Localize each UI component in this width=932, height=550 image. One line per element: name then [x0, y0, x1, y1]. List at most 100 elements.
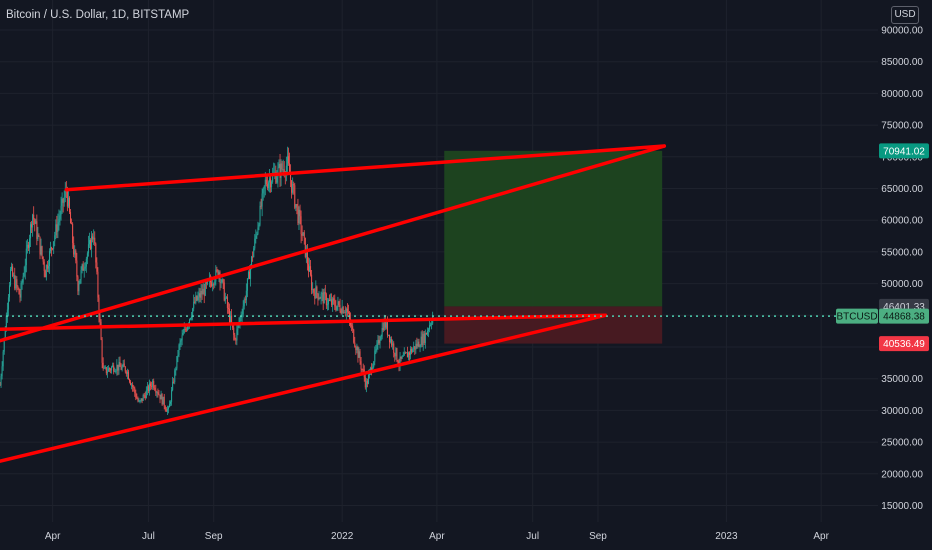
candle-body	[236, 329, 238, 341]
candle-body	[26, 244, 28, 249]
candle-body	[182, 333, 184, 336]
candle-body	[301, 234, 303, 236]
candle-body	[120, 366, 122, 370]
candle-body	[54, 235, 56, 242]
last-price-label-bg	[879, 308, 929, 324]
candle-body	[362, 369, 364, 371]
price-tick-label: 85000.00	[881, 57, 923, 68]
candle-body	[87, 244, 89, 254]
candle-body	[383, 319, 385, 330]
candle-body	[165, 409, 167, 412]
candle-body	[360, 361, 362, 370]
candle-body	[64, 190, 66, 198]
candle-body	[392, 343, 394, 346]
target-zone[interactable]	[444, 150, 663, 307]
candle-body	[385, 322, 387, 328]
candle-body	[334, 300, 336, 307]
candle-body	[260, 205, 262, 207]
candle-body	[72, 223, 74, 244]
candle-body	[285, 165, 287, 176]
candle-body	[92, 236, 94, 240]
candle-body	[4, 330, 6, 338]
candle-body	[125, 371, 127, 374]
candle-body	[8, 285, 10, 298]
candle-body	[95, 243, 97, 263]
candle-body	[262, 188, 264, 194]
candle-body	[180, 340, 182, 342]
time-axis[interactable]: Apr Jul Sep 2022 Apr Jul Sep 2023 Apr	[45, 531, 830, 542]
candle-body	[231, 315, 233, 325]
candle-body	[269, 178, 271, 183]
candle-body	[21, 282, 23, 284]
candle-body	[217, 270, 219, 278]
candle-body	[338, 301, 340, 305]
candle-body	[16, 279, 18, 287]
candle-body	[2, 351, 4, 367]
candle-body	[374, 350, 376, 362]
candle-body	[322, 292, 324, 304]
candle-body	[422, 333, 424, 345]
candle-body	[399, 356, 401, 366]
candle-body	[212, 284, 214, 286]
candle-body	[298, 209, 300, 224]
candle-body	[403, 352, 405, 356]
candle-body	[295, 204, 297, 208]
trendline-mid-rising[interactable]	[0, 144, 667, 343]
candle-body	[287, 156, 289, 164]
candle-body	[138, 401, 140, 402]
symbol-label: BTCUSD	[836, 312, 877, 323]
entry-price-label: 46401.33	[883, 302, 925, 313]
candle-body	[62, 198, 64, 203]
candle-body	[255, 235, 257, 239]
candle-body	[386, 322, 388, 335]
candle-body	[261, 193, 263, 207]
candle-body	[142, 395, 144, 401]
candle-body	[81, 264, 83, 271]
candle-body	[30, 224, 32, 239]
trendline-upper-channel[interactable]	[64, 144, 667, 192]
time-tick-label: Sep	[205, 531, 223, 542]
candle-body	[245, 290, 247, 301]
candle-body	[375, 349, 377, 351]
candle-body	[150, 383, 152, 387]
candle-body	[299, 209, 301, 217]
candle-body	[193, 301, 195, 309]
candle-body	[283, 169, 285, 174]
candle-body	[243, 299, 245, 307]
candle-body	[118, 361, 120, 371]
candle-body	[196, 295, 198, 301]
symbol-label-bg	[836, 308, 878, 324]
candle-body	[73, 243, 75, 255]
candle-body	[183, 328, 185, 334]
candle-body	[122, 363, 124, 367]
candle-body	[78, 283, 80, 292]
candle-body	[58, 218, 60, 223]
trendline-horizontal-support[interactable]	[0, 313, 608, 331]
candle-body	[22, 276, 24, 283]
candle-body	[199, 293, 201, 298]
candle-body	[381, 328, 383, 337]
candle-body	[76, 260, 78, 277]
candle-body	[32, 214, 34, 228]
candle-body	[27, 244, 29, 248]
candlestick-series	[0, 146, 434, 415]
candle-body	[45, 265, 47, 278]
candle-body	[52, 248, 54, 250]
candle-body	[307, 264, 309, 272]
time-tick-label: 2022	[331, 531, 354, 542]
candle-body	[313, 289, 315, 293]
stop-zone[interactable]	[444, 306, 663, 344]
candle-body	[154, 387, 156, 390]
trendlines[interactable]	[0, 144, 667, 463]
candle-body	[214, 281, 216, 285]
candle-body	[74, 250, 76, 255]
candle-body	[93, 237, 95, 240]
trendline-lower-channel[interactable]	[0, 313, 608, 463]
candle-body	[116, 364, 118, 371]
candle-body	[427, 329, 429, 331]
candle-body	[177, 355, 179, 357]
candle-body	[246, 278, 248, 291]
candle-body	[37, 234, 39, 239]
currency-button[interactable]: USD	[891, 6, 919, 24]
